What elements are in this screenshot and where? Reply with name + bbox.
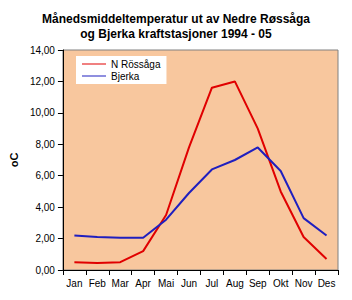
svg-text:og Bjerka kraftstasjoner 1994: og Bjerka kraftstasjoner 1994 - 05 (80, 27, 272, 41)
svg-text:Mai: Mai (158, 278, 174, 289)
svg-text:12,00: 12,00 (30, 76, 55, 87)
svg-text:Bjerka: Bjerka (111, 71, 140, 82)
svg-text:Mar: Mar (112, 278, 130, 289)
svg-text:14,00: 14,00 (30, 45, 55, 56)
svg-text:6,00: 6,00 (35, 170, 55, 181)
svg-text:Apr: Apr (135, 278, 151, 289)
svg-text:Aug: Aug (226, 278, 244, 289)
svg-text:N Rössåga: N Rössåga (111, 59, 161, 70)
svg-text:8,00: 8,00 (35, 139, 55, 150)
svg-text:Okt: Okt (273, 278, 289, 289)
svg-text:2,00: 2,00 (35, 233, 55, 244)
svg-text:oC: oC (8, 153, 20, 168)
svg-text:Des: Des (318, 278, 336, 289)
svg-text:10,00: 10,00 (30, 107, 55, 118)
svg-text:Jan: Jan (66, 278, 82, 289)
svg-text:Månedsmiddeltemperatur ut av N: Månedsmiddeltemperatur ut av Nedre Røsså… (42, 12, 310, 26)
svg-text:0,00: 0,00 (35, 265, 55, 276)
svg-text:Jun: Jun (181, 278, 197, 289)
svg-text:4,00: 4,00 (35, 202, 55, 213)
svg-text:Nov: Nov (295, 278, 313, 289)
svg-text:Jul: Jul (206, 278, 219, 289)
svg-text:Feb: Feb (89, 278, 107, 289)
svg-text:Sep: Sep (249, 278, 267, 289)
